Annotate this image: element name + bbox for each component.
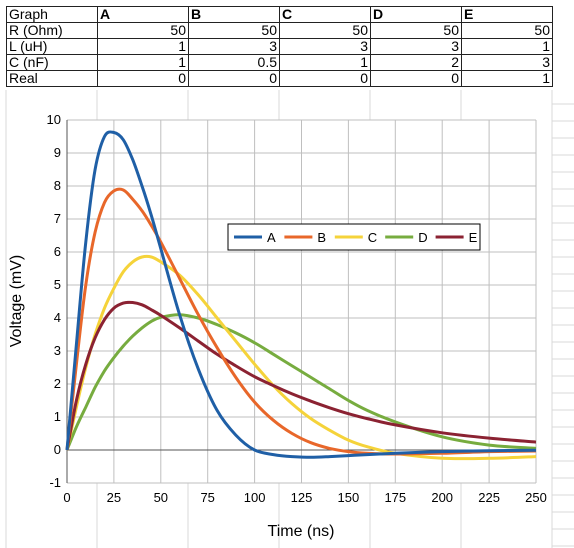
legend-label-a: A <box>267 230 276 245</box>
table-cell[interactable]: 50 <box>97 22 189 39</box>
x-tick-label: 0 <box>63 490 70 505</box>
x-tick-label: 100 <box>244 490 266 505</box>
x-tick-label: 200 <box>431 490 453 505</box>
table-cell[interactable]: 1 <box>461 70 553 87</box>
series-line-d <box>65 313 537 451</box>
series-line-a <box>65 130 537 459</box>
table-header-row: Graph A B C D E <box>6 6 553 23</box>
chart-series <box>65 130 537 461</box>
row-label[interactable]: C (nF) <box>6 54 98 71</box>
y-tick-label: 5 <box>54 277 61 292</box>
table-row-capacitance: C (nF) 1 0.5 1 2 3 <box>6 54 553 71</box>
x-tick-label: 75 <box>200 490 214 505</box>
legend-label-b: B <box>317 230 326 245</box>
x-tick-label: 25 <box>107 490 121 505</box>
legend-label-c: C <box>368 230 377 245</box>
x-axis-title: Time (ns) <box>268 523 335 540</box>
x-tick-label: 250 <box>525 490 547 505</box>
series-line-b <box>65 187 537 456</box>
y-tick-label: 1 <box>54 409 61 424</box>
y-tick-label: 4 <box>54 310 61 325</box>
y-tick-label: 2 <box>54 376 61 391</box>
y-tick-label: 8 <box>54 178 61 193</box>
x-tick-label: 175 <box>384 490 406 505</box>
series-line-c <box>65 254 537 461</box>
y-tick-label: 9 <box>54 145 61 160</box>
x-tick-label: 125 <box>291 490 313 505</box>
legend-label-e: E <box>469 230 478 245</box>
y-tick-label: 0 <box>54 442 61 457</box>
y-tick-label: 3 <box>54 343 61 358</box>
legend-label-d: D <box>418 230 427 245</box>
table-cell[interactable]: 0 <box>188 70 280 87</box>
parameter-table: Graph A B C D E R (Ohm) 50 50 50 50 50 L… <box>6 6 553 87</box>
x-tick-label: 150 <box>338 490 360 505</box>
y-tick-label: 7 <box>54 211 61 226</box>
series-line-e <box>65 300 537 451</box>
x-tick-label: 225 <box>478 490 500 505</box>
y-axis-title: Voltage (mV) <box>8 255 25 347</box>
x-tick-label: 50 <box>154 490 168 505</box>
chart-legend: A B C D E <box>227 223 481 251</box>
row-label[interactable]: Real <box>6 70 98 87</box>
table-row-real: Real 0 0 0 0 1 <box>6 70 553 87</box>
y-tick-label: -1 <box>49 475 61 490</box>
y-tick-label: 10 <box>47 112 61 127</box>
y-tick-label: 6 <box>54 244 61 259</box>
